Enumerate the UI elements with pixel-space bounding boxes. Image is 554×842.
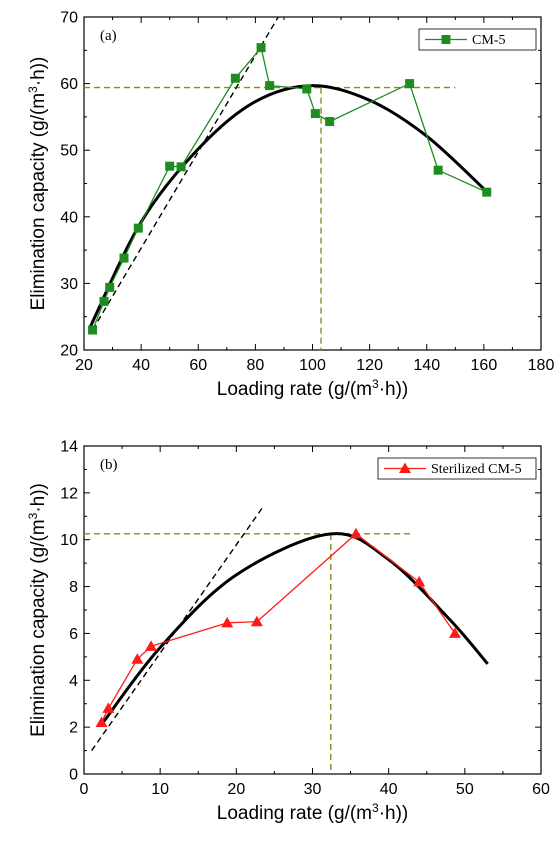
data-point-triangle [221,616,234,628]
panel-a-label: (a) [100,28,117,44]
tangent-line [91,16,279,331]
panel-b-legend-box [377,457,537,480]
x-tick-label: 80 [246,357,264,374]
data-point-triangle [145,640,158,651]
x-tick-label: 180 [528,357,554,374]
y-tick-label: 10 [60,532,78,549]
x-tick-label: 0 [80,781,89,798]
panel-a-ticks: 20 40 60 80 100 120 140 160 180 20 30 40 50 60 70 [60,10,554,375]
x-tick-label: 20 [227,781,245,798]
data-point-square [88,325,98,335]
data-point-square [405,79,415,89]
x-tick-label: 60 [189,357,207,374]
data-point-square [482,187,492,197]
x-tick-label: 40 [132,357,150,374]
data-point-triangle [413,575,426,587]
x-tick-label: 120 [356,357,383,374]
data-point-triangle [250,615,263,627]
data-point-square [99,296,109,306]
x-tick-label: 30 [304,781,322,798]
panel-b-fit-curve [101,532,489,724]
panel-b-reference-lines [84,533,412,774]
y-tick-label: 60 [60,76,78,93]
data-point-square [119,253,129,263]
data-point-square [325,117,335,127]
panel-a-legend: CM-5 [418,28,537,51]
data-point-triangle [95,716,108,727]
data-point-square [105,282,115,292]
data-point-triangle [102,702,115,713]
data-point-square [165,161,175,171]
y-tick-label: 30 [60,276,78,293]
data-point-triangle [349,527,362,539]
y-tick-label: 12 [60,485,78,502]
panel-a-legend-label: CM-5 [472,33,505,48]
x-tick-label: 100 [299,357,326,374]
panel-b-chart: 0 10 20 30 40 50 60 0 2 4 6 8 10 12 14 (b) Sterilized … [26,439,550,825]
panel-a-x-axis-title: Loading rate (g/(m3·h)) [217,377,409,400]
panel-b-x-axis-title: Loading rate (g/(m3·h)) [217,801,409,824]
panel-b-label: (b) [100,457,118,473]
data-point-square [265,81,275,91]
data-point-square [230,73,240,83]
panel-b-series [95,527,461,727]
y-tick-label: 20 [60,343,78,360]
x-tick-label: 10 [151,781,169,798]
y-tick-label: 0 [69,767,78,784]
y-tick-label: 70 [60,10,78,27]
data-point-triangle [131,653,144,664]
panel-a-y-axis-title: Elimination capacity (g/(m3·h)) [26,57,49,311]
panel-b-legend: Sterilized CM-5 [377,457,537,480]
y-tick-label: 14 [60,439,78,456]
y-tick-label: 8 [69,579,78,596]
x-tick-label: 160 [471,357,498,374]
x-tick-label: 50 [456,781,474,798]
y-tick-label: 40 [60,209,78,226]
x-tick-label: 60 [532,781,550,798]
series-line [100,533,456,723]
x-tick-label: 20 [75,357,93,374]
panel-a-tangent-line [91,16,279,331]
panel-b-y-axis-title: Elimination capacity (g/(m3·h)) [26,483,49,737]
panel-b-legend-marker [399,462,411,473]
panel-a-x-axis-title-text: Loading rate (g/(m [217,379,372,400]
panel-a-reference-lines [84,86,456,350]
data-point-triangle [448,627,461,638]
quadratic-fit-curve [101,532,489,724]
data-point-square [310,109,320,119]
data-point-square [256,43,266,53]
data-point-square [133,223,143,233]
y-tick-label: 4 [69,673,78,690]
y-tick-label: 50 [60,143,78,160]
x-tick-label: 140 [413,357,440,374]
data-point-square [433,165,443,175]
series-line [91,46,487,331]
data-point-square [176,162,186,172]
panel-a-plot-frame [83,16,542,351]
panel-a-legend-box [418,28,537,51]
panel-b-ticks: 0 10 20 30 40 50 60 0 2 4 6 8 10 12 14 [60,439,550,799]
panel-b-legend-label: Sterilized CM-5 [431,462,522,477]
y-tick-label: 6 [69,626,78,643]
x-tick-label: 40 [380,781,398,798]
y-tick-label: 2 [69,720,78,737]
panel-a-legend-marker [441,35,451,44]
panel-b-plot-frame [83,445,542,775]
data-point-square [302,84,312,94]
panel-a-series [88,43,492,335]
